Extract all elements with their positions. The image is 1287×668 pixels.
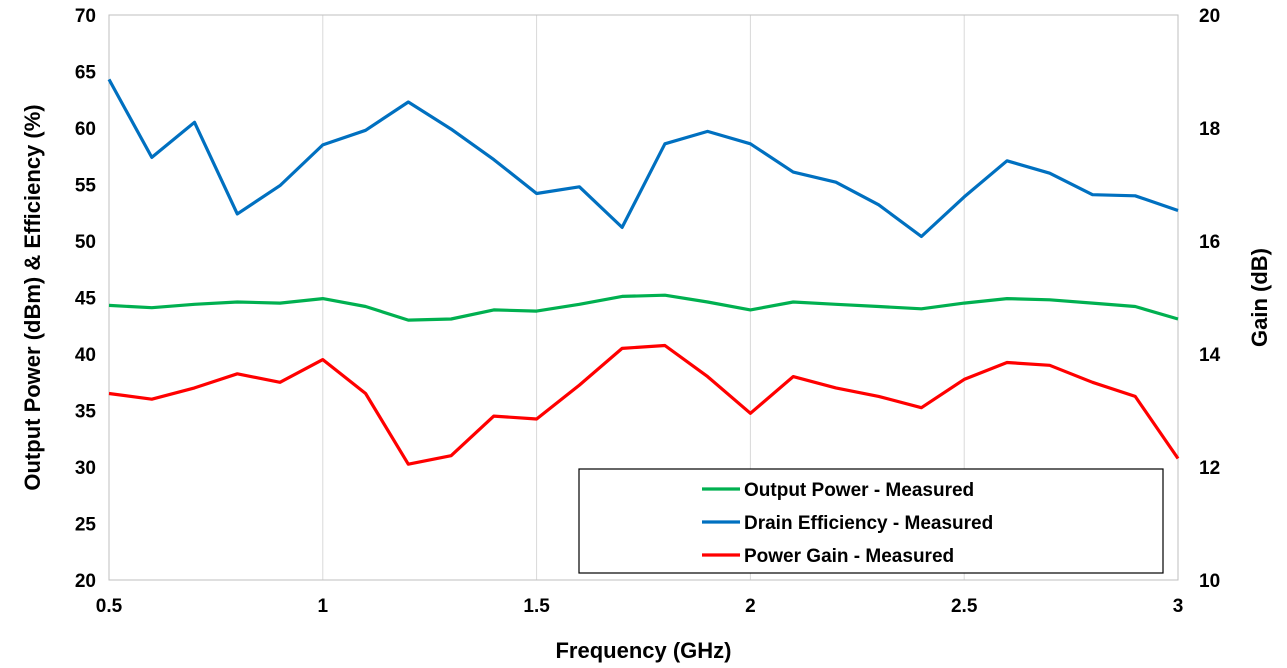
y2-tick-label: 18 (1199, 119, 1220, 140)
y-tick-label: 45 (75, 289, 97, 310)
y2-tick-label: 12 (1199, 458, 1220, 479)
y-tick-label: 40 (75, 345, 96, 366)
legend-label: Power Gain - Measured (744, 546, 954, 567)
y-tick-label: 70 (75, 6, 96, 27)
y2-tick-label: 10 (1199, 571, 1220, 592)
y-tick-label: 60 (75, 119, 96, 140)
legend-label: Output Power - Measured (744, 480, 974, 501)
y-tick-label: 55 (75, 176, 97, 197)
series-line-2 (107, 78, 1179, 239)
x-tick-label: 2 (745, 596, 756, 617)
y-tick-label: 25 (75, 515, 97, 536)
x-tick-label: 1.5 (523, 596, 550, 617)
y-axis-right-ticks: 10 12 14 16 18 20 (1199, 6, 1221, 592)
y-tick-label: 65 (75, 63, 97, 84)
x-tick-label: 0.5 (96, 596, 123, 617)
legend: Output Power - Measured Drain Efficiency … (578, 468, 1164, 574)
series-line-1 (108, 293, 1179, 322)
x-tick-label: 2.5 (951, 596, 978, 617)
y2-tick-label: 14 (1199, 345, 1221, 366)
x-tick-label: 3 (1173, 596, 1184, 617)
plot-area-frame (108, 14, 1179, 581)
y-tick-label: 50 (75, 232, 96, 253)
y-tick-label: 35 (75, 402, 97, 423)
x-axis-title: Frequency (GHz) (555, 638, 731, 663)
legend-label: Drain Efficiency - Measured (744, 513, 993, 534)
y-tick-label: 20 (75, 571, 96, 592)
y-axis-left-title: Output Power (dBm) & Efficiency (%) (20, 104, 45, 490)
y-axis-right-title: Gain (dB) (1247, 248, 1272, 347)
y2-tick-label: 16 (1199, 232, 1220, 253)
y-axis-left-ticks: 20 25 30 35 40 45 50 55 60 65 70 (75, 6, 97, 592)
y2-tick-label: 20 (1199, 6, 1220, 27)
x-axis-ticks: 0.5 1 1.5 2 2.5 3 (96, 596, 1184, 617)
series-line-3 (108, 343, 1180, 466)
series-lines (107, 78, 1180, 466)
y-tick-label: 30 (75, 458, 96, 479)
x-tick-label: 1 (318, 596, 329, 617)
legend-box (578, 468, 1164, 574)
